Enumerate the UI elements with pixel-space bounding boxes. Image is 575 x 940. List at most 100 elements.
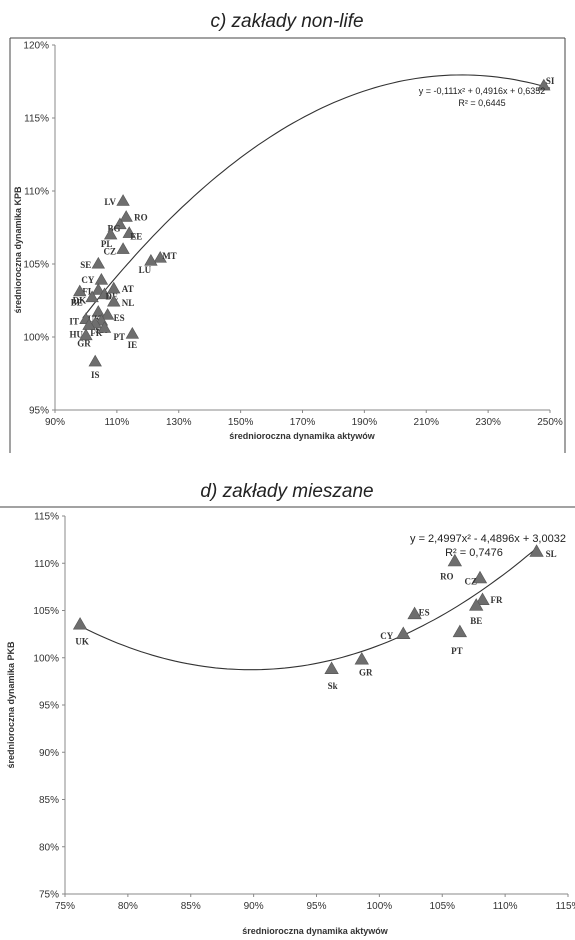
point-marker-ie [125, 326, 140, 339]
point-marker-be [73, 284, 87, 297]
x-tick-label: 80% [118, 901, 138, 912]
point-label-uk: UK [75, 637, 89, 647]
x-tick-label: 230% [475, 417, 501, 428]
point-marker-bg [113, 217, 127, 230]
point-marker-fi [91, 283, 106, 295]
point-marker-uk [72, 617, 88, 630]
x-tick-label: 90% [45, 417, 65, 428]
x-axis-ticks: 75% 80% 85% 90% 95% 100% 105% 110% 115% [55, 894, 575, 912]
y-tick-label: 90% [39, 748, 59, 759]
chart-title-mixed: d) zakłady mieszane [200, 481, 373, 502]
y-tick-label: 115% [24, 114, 49, 125]
y-axis-ticks: 75% 80% 85% 90% 95% 100% 105% 110% 115% [33, 512, 65, 901]
point-marker-gr [354, 652, 369, 665]
x-tick-label: 95% [306, 901, 326, 912]
point-label-be: BE [470, 616, 482, 626]
point-label-es: ES [114, 313, 125, 323]
point-marker-pl [103, 227, 118, 240]
trend-equation: y = -0,111x² + 0,4916x + 0,6352 [419, 86, 546, 96]
point-marker-cz [116, 242, 130, 254]
x-tick-label: 110% [104, 417, 129, 428]
point-label-sl: SL [546, 549, 557, 559]
point-label-se: SE [80, 260, 91, 270]
point-marker-pt [452, 624, 468, 638]
point-label-it: IT [69, 316, 79, 326]
trendline [82, 74, 551, 319]
point-label-bg: BG [107, 224, 120, 234]
point-label-es: ES [419, 607, 430, 617]
point-marker-lv [116, 194, 130, 206]
point-label-fr: FR [90, 328, 102, 338]
x-tick-label: 190% [352, 417, 378, 428]
point-label-de: DE [106, 292, 119, 302]
trend-r-squared: R² = 0,6445 [458, 98, 505, 108]
x-tick-label: 85% [181, 901, 201, 912]
point-marker-cz [472, 570, 488, 584]
x-tick-label: 105% [429, 901, 455, 912]
point-label-cz: CZ [104, 246, 117, 256]
point-marker-gr [79, 328, 93, 341]
chart-mixed: d) zakłady mieszane 75% 80% 85% 90% 95% 100% 1… [0, 481, 575, 936]
y-tick-label: 100% [23, 333, 49, 344]
point-label-cz: CZ [464, 576, 477, 586]
point-label-lv: LV [104, 197, 116, 207]
x-tick-label: 115% [556, 901, 575, 912]
point-label-gr: GR [77, 339, 91, 349]
y-tick-label: 105% [33, 606, 59, 617]
point-label-fi: FI [82, 286, 91, 296]
point-label-nl: NL [122, 298, 135, 308]
point-label-cy: CY [380, 631, 393, 641]
x-tick-label: 130% [166, 417, 192, 428]
y-tick-label: 95% [29, 406, 49, 417]
point-marker-lu [144, 253, 158, 266]
point-marker-be [469, 598, 484, 611]
point-label-sk: Sk [328, 681, 338, 691]
point-label-ro: RO [440, 571, 454, 581]
point-label-dk: DK [73, 296, 87, 306]
point-label-is: IS [91, 370, 100, 380]
point-label-ie: IE [128, 340, 138, 350]
point-marker-cy [396, 626, 411, 639]
y-tick-label: 95% [39, 701, 59, 712]
point-marker-se [91, 256, 106, 269]
point-marker-ro [119, 210, 133, 222]
trendline [77, 546, 539, 671]
point-marker-dk [85, 290, 99, 303]
point-marker-de [97, 287, 112, 300]
point-label-pl: PL [101, 239, 113, 249]
point-label-pt: PT [114, 332, 126, 342]
x-tick-label: 250% [537, 417, 563, 428]
x-axis-label: średnioroczna dynamika aktywów [242, 926, 389, 936]
y-tick-label: 75% [39, 890, 59, 901]
point-marker-sk [324, 661, 339, 674]
y-axis-label: średnioroczna dynamika PKB [6, 641, 16, 769]
x-tick-label: 170% [290, 417, 316, 428]
point-label-pt: PT [451, 646, 463, 656]
x-tick-label: 210% [413, 417, 439, 428]
point-label-lu: LU [139, 265, 152, 275]
point-marker-cy [94, 272, 109, 285]
trend-r-squared: R² = 0,7476 [445, 547, 503, 559]
point-marker-sl [529, 544, 544, 557]
point-marker-uk [91, 305, 106, 317]
point-label-be: BE [71, 298, 83, 308]
x-tick-label: 150% [228, 417, 254, 428]
chart-title-nonlife: c) zakłady non-life [210, 11, 363, 32]
x-tick-label: 100% [367, 901, 393, 912]
point-marker-si [537, 78, 551, 91]
x-tick-label: 75% [55, 901, 75, 912]
y-tick-label: 110% [34, 559, 59, 570]
x-axis-ticks: 90% 110% 130% 150% 170% 190% 210% 230% 250% [45, 410, 563, 428]
y-tick-label: 85% [39, 795, 59, 806]
point-label-cy: CY [81, 275, 94, 285]
point-marker-mt [153, 251, 167, 263]
point-label-gr: GR [359, 668, 373, 678]
y-tick-label: 80% [39, 842, 59, 853]
x-tick-label: 90% [244, 901, 264, 912]
point-marker-ee [122, 226, 136, 238]
point-marker-es [100, 307, 115, 320]
y-tick-label: 105% [23, 260, 49, 271]
y-axis-ticks: 95% 100% 105% 110% 115% 120% [23, 41, 55, 417]
y-tick-label: 100% [33, 653, 59, 664]
